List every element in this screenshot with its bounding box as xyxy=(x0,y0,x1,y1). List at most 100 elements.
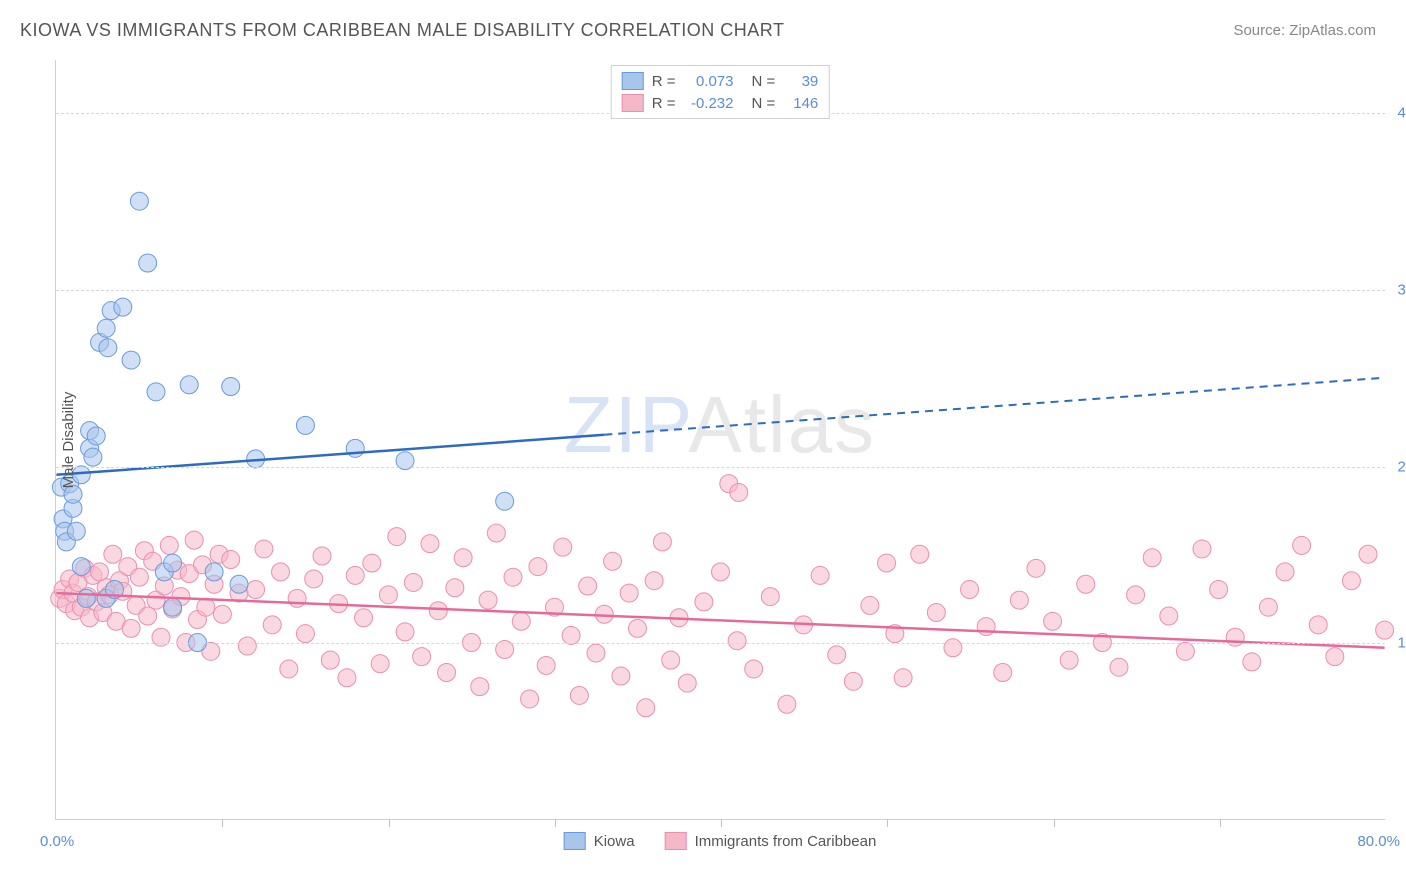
scatter-point xyxy=(104,545,122,563)
scatter-point xyxy=(944,639,962,657)
scatter-point xyxy=(695,593,713,611)
scatter-point xyxy=(160,536,178,554)
trend-line-solid xyxy=(56,435,604,475)
scatter-point xyxy=(296,416,314,434)
scatter-point xyxy=(911,545,929,563)
x-axis-max-label: 80.0% xyxy=(1357,833,1400,850)
scatter-point xyxy=(87,427,105,445)
scatter-point xyxy=(413,648,431,666)
scatter-point xyxy=(164,554,182,572)
legend-r-value: -0.232 xyxy=(684,95,734,112)
scatter-point xyxy=(84,448,102,466)
scatter-point xyxy=(247,581,265,599)
scatter-point xyxy=(213,605,231,623)
scatter-point xyxy=(730,483,748,501)
legend-n-label: N = xyxy=(752,95,776,112)
scatter-point xyxy=(1259,598,1277,616)
scatter-point xyxy=(222,378,240,396)
scatter-point xyxy=(1193,540,1211,558)
scatter-point xyxy=(122,351,140,369)
scatter-point xyxy=(653,533,671,551)
scatter-point xyxy=(114,298,132,316)
scatter-point xyxy=(1326,648,1344,666)
scatter-point xyxy=(222,551,240,569)
scatter-point xyxy=(1010,591,1028,609)
scatter-point xyxy=(637,699,655,717)
scatter-point xyxy=(147,383,165,401)
scatter-point xyxy=(263,616,281,634)
legend-swatch xyxy=(622,94,644,112)
legend-row: R =0.073N =39 xyxy=(622,70,819,92)
x-tick xyxy=(1220,819,1221,827)
x-tick xyxy=(1054,819,1055,827)
scatter-point xyxy=(1276,563,1294,581)
trend-line-solid xyxy=(56,593,1384,648)
legend-swatch xyxy=(564,832,586,850)
series-legend-label: Kiowa xyxy=(594,833,635,850)
scatter-point xyxy=(72,558,90,576)
scatter-point xyxy=(67,522,85,540)
scatter-point xyxy=(238,637,256,655)
scatter-point xyxy=(496,492,514,510)
scatter-point xyxy=(554,538,572,556)
legend-swatch xyxy=(622,72,644,90)
legend-n-value: 39 xyxy=(783,73,818,90)
scatter-point xyxy=(97,319,115,337)
correlation-legend: R =0.073N =39R =-0.232N =146 xyxy=(611,65,830,119)
scatter-point xyxy=(712,563,730,581)
scatter-point xyxy=(205,563,223,581)
scatter-point xyxy=(438,664,456,682)
legend-n-label: N = xyxy=(752,73,776,90)
scatter-point xyxy=(894,669,912,687)
scatter-point xyxy=(255,540,273,558)
scatter-point xyxy=(604,552,622,570)
scatter-point xyxy=(280,660,298,678)
scatter-point xyxy=(338,669,356,687)
y-tick-label: 10.0% xyxy=(1397,635,1406,652)
scatter-point xyxy=(562,626,580,644)
scatter-point xyxy=(288,589,306,607)
scatter-point xyxy=(1176,642,1194,660)
plot-svg xyxy=(56,60,1385,819)
scatter-point xyxy=(994,664,1012,682)
scatter-point xyxy=(1342,572,1360,590)
scatter-point xyxy=(388,528,406,546)
legend-row: R = -0.232 N = 146 xyxy=(622,92,819,114)
scatter-point xyxy=(579,577,597,595)
legend-n-value: 146 xyxy=(783,95,818,112)
scatter-point xyxy=(379,586,397,604)
scatter-point xyxy=(185,531,203,549)
scatter-point xyxy=(404,573,422,591)
scatter-point xyxy=(537,656,555,674)
legend-r-label: R = xyxy=(652,95,676,112)
y-axis-title: Male Disability xyxy=(60,392,77,489)
gridline-h xyxy=(56,467,1385,468)
scatter-point xyxy=(1027,559,1045,577)
scatter-point xyxy=(529,558,547,576)
scatter-point xyxy=(645,572,663,590)
scatter-point xyxy=(927,603,945,621)
scatter-point xyxy=(778,695,796,713)
series-legend-item: Immigrants from Caribbean xyxy=(665,832,877,850)
y-tick-label: 20.0% xyxy=(1397,458,1406,475)
x-axis-min-label: 0.0% xyxy=(40,833,74,850)
scatter-point xyxy=(1210,581,1228,599)
scatter-point xyxy=(130,568,148,586)
scatter-point xyxy=(363,554,381,572)
scatter-point xyxy=(878,554,896,572)
scatter-point xyxy=(1359,545,1377,563)
scatter-point xyxy=(620,584,638,602)
scatter-point xyxy=(1309,616,1327,634)
scatter-point xyxy=(421,535,439,553)
scatter-point xyxy=(446,579,464,597)
scatter-point xyxy=(139,607,157,625)
scatter-point xyxy=(164,598,182,616)
scatter-point xyxy=(1160,607,1178,625)
x-tick xyxy=(389,819,390,827)
x-tick xyxy=(222,819,223,827)
scatter-point xyxy=(296,625,314,643)
trend-line-dashed xyxy=(604,378,1384,435)
scatter-point xyxy=(99,339,117,357)
scatter-point xyxy=(844,672,862,690)
scatter-point xyxy=(961,581,979,599)
